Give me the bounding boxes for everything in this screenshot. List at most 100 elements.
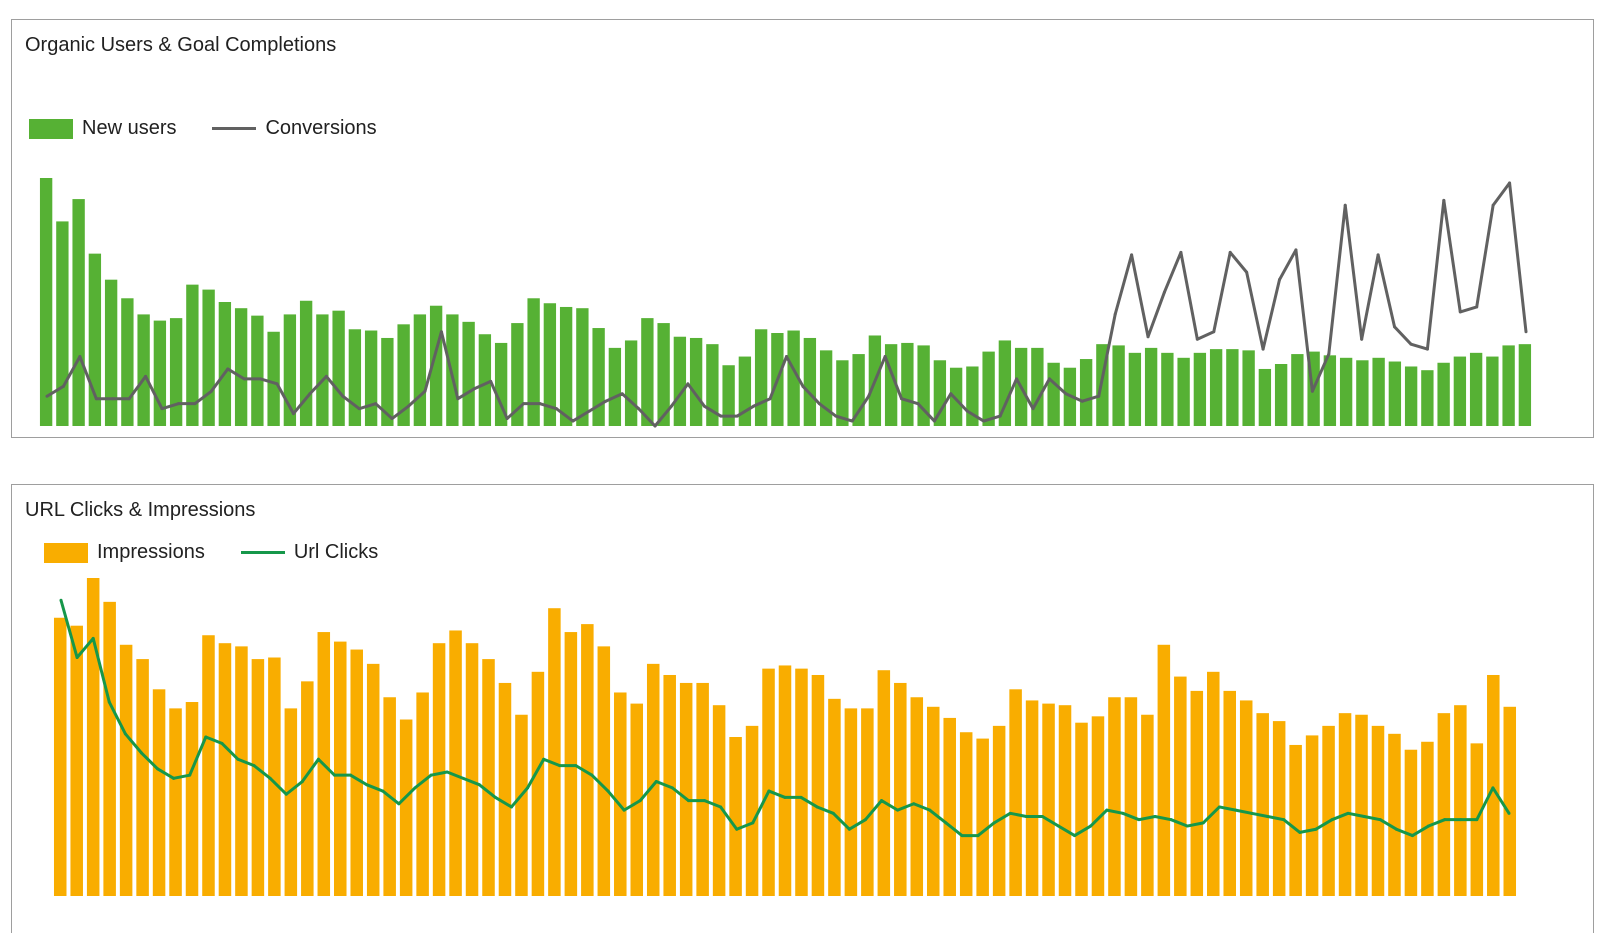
url-clicks-point[interactable] <box>1282 818 1286 822</box>
new-users-bar[interactable] <box>1144 347 1158 426</box>
url-clicks-point[interactable] <box>606 789 610 793</box>
new-users-bar[interactable] <box>1388 361 1402 426</box>
impressions-bar[interactable] <box>366 663 380 896</box>
url-clicks-point[interactable] <box>268 776 272 780</box>
url-clicks-point[interactable] <box>799 795 803 799</box>
conversions-point[interactable] <box>324 374 328 378</box>
url-clicks-point[interactable] <box>461 776 465 780</box>
url-clicks-point[interactable] <box>123 732 127 736</box>
conversions-point[interactable] <box>1113 312 1117 316</box>
url-clicks-point[interactable] <box>574 764 578 768</box>
new-users-bar[interactable] <box>1291 354 1304 426</box>
new-users-bar[interactable] <box>56 221 69 426</box>
impressions-bar[interactable] <box>432 643 446 896</box>
new-users-bar[interactable] <box>202 289 215 426</box>
url-clicks-point[interactable] <box>944 821 948 825</box>
new-users-bar[interactable] <box>462 321 475 426</box>
conversions-point[interactable] <box>1179 250 1183 254</box>
conversions-point[interactable] <box>1146 335 1150 339</box>
impressions-bar[interactable] <box>992 725 1006 896</box>
new-users-bar[interactable] <box>1421 370 1434 426</box>
conversions-point[interactable] <box>554 407 558 411</box>
conversions-point[interactable] <box>1393 325 1397 329</box>
url-clicks-point[interactable] <box>590 773 594 777</box>
url-clicks-point[interactable] <box>1410 834 1414 838</box>
conversions-point[interactable] <box>571 419 575 423</box>
impressions-bar[interactable] <box>1157 644 1171 896</box>
impressions-bar[interactable] <box>646 663 660 896</box>
impressions-bar[interactable] <box>1141 714 1154 896</box>
url-clicks-point[interactable] <box>316 757 320 761</box>
impressions-bar[interactable] <box>1388 733 1401 896</box>
new-users-bar[interactable] <box>1258 368 1272 426</box>
conversions-point[interactable] <box>1327 352 1331 356</box>
conversions-point[interactable] <box>620 392 624 396</box>
url-clicks-point[interactable] <box>992 821 996 825</box>
impressions-bar[interactable] <box>614 692 627 896</box>
conversions-point[interactable] <box>702 404 706 408</box>
impressions-bar[interactable] <box>103 601 116 896</box>
conversions-point[interactable] <box>735 414 739 418</box>
conversions-point[interactable] <box>144 374 148 378</box>
url-clicks-point[interactable] <box>654 780 658 784</box>
legend-item-new-users[interactable]: New users <box>29 117 176 140</box>
conversions-point[interactable] <box>1064 392 1068 396</box>
impressions-bar[interactable] <box>861 708 874 896</box>
impressions-bar[interactable] <box>712 705 726 896</box>
impressions-bar[interactable] <box>1503 706 1517 896</box>
url-clicks-point[interactable] <box>381 789 385 793</box>
conversions-point[interactable] <box>1162 290 1166 294</box>
new-users-bar[interactable] <box>251 315 264 426</box>
impressions-bar[interactable] <box>877 670 891 896</box>
impressions-bar[interactable] <box>745 725 759 896</box>
new-users-bar[interactable] <box>1047 362 1060 426</box>
new-users-bar[interactable] <box>901 342 914 426</box>
url-clicks-point[interactable] <box>1057 824 1061 828</box>
url-clicks-point[interactable] <box>1089 824 1093 828</box>
url-clicks-point[interactable] <box>365 783 369 787</box>
conversions-point[interactable] <box>949 392 953 396</box>
url-clicks-point[interactable] <box>1330 818 1334 822</box>
conversions-point[interactable] <box>1442 198 1446 202</box>
impressions-bar[interactable] <box>1322 725 1335 896</box>
url-clicks-point[interactable] <box>831 811 835 815</box>
url-clicks-point[interactable] <box>107 700 111 704</box>
url-clicks-point[interactable] <box>397 802 401 806</box>
conversions-point[interactable] <box>505 417 509 421</box>
impressions-bar[interactable] <box>465 643 479 896</box>
url-clicks-point[interactable] <box>236 757 240 761</box>
legend-item-url-clicks[interactable]: Url Clicks <box>240 541 378 564</box>
url-clicks-point[interactable] <box>686 799 690 803</box>
url-clicks-point[interactable] <box>1201 821 1205 825</box>
impressions-bar[interactable] <box>696 682 709 896</box>
new-users-bar[interactable] <box>949 367 963 426</box>
conversions-point[interactable] <box>965 409 969 413</box>
new-users-bar[interactable] <box>1486 356 1499 426</box>
new-users-bar[interactable] <box>1177 357 1190 426</box>
new-users-bar[interactable] <box>381 337 394 426</box>
impressions-bar[interactable] <box>301 681 314 896</box>
url-clicks-point[interactable] <box>349 773 353 777</box>
new-users-bar[interactable] <box>576 308 589 426</box>
new-users-bar[interactable] <box>1161 352 1174 426</box>
new-users-bar[interactable] <box>478 334 492 426</box>
new-users-bar[interactable] <box>364 330 378 426</box>
impressions-bar[interactable] <box>894 682 907 896</box>
impressions-bar[interactable] <box>202 635 215 896</box>
new-users-bar[interactable] <box>527 298 540 426</box>
conversions-point[interactable] <box>1130 253 1134 257</box>
new-users-bar[interactable] <box>121 298 134 426</box>
url-clicks-point[interactable] <box>1346 811 1350 815</box>
conversions-point[interactable] <box>275 382 279 386</box>
new-users-bar[interactable] <box>1128 352 1142 426</box>
impressions-bar[interactable] <box>1075 722 1088 896</box>
impressions-bar[interactable] <box>515 714 528 896</box>
url-clicks-point[interactable] <box>622 808 626 812</box>
impressions-bar[interactable] <box>811 674 825 896</box>
impressions-bar[interactable] <box>1190 690 1204 896</box>
impressions-bar[interactable] <box>498 682 512 896</box>
conversions-point[interactable] <box>752 404 756 408</box>
new-users-bar[interactable] <box>657 323 670 426</box>
legend-item-conversions[interactable]: Conversions <box>212 117 377 140</box>
impressions-bar[interactable] <box>53 617 67 896</box>
